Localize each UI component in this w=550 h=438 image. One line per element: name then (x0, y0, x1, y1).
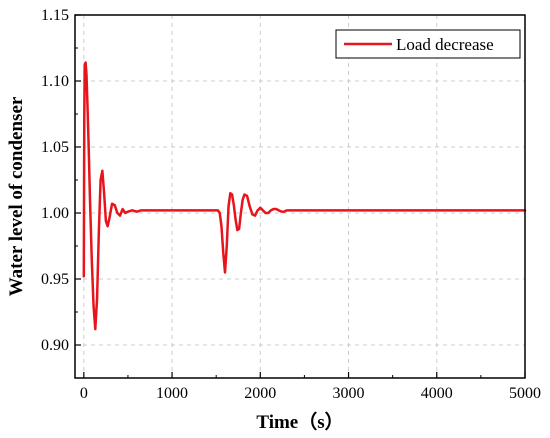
plot-frame (74, 14, 526, 379)
series-line-load-decrease (82, 61, 527, 331)
x-axis-label: Time（s） (256, 410, 343, 433)
y-tick-label: 0.90 (41, 337, 69, 354)
x-tick-label: 0 (80, 385, 88, 402)
tick-labels: 0 1000 2000 3000 4000 5000 0.90 0.95 1.00 1.05 1.1… (41, 7, 541, 402)
data-layer (82, 61, 527, 331)
y-tick-label: 1.10 (41, 73, 69, 90)
y-tick-label: 1.05 (41, 139, 69, 156)
x-tick-label: 4000 (421, 385, 453, 402)
y-tick-label: 1.15 (41, 7, 69, 24)
x-tick-label: 1000 (156, 385, 188, 402)
y-axis-label: Water level of condenser (6, 96, 27, 296)
x-tick-label: 3000 (333, 385, 365, 402)
y-tick-label: 1.00 (41, 205, 69, 222)
x-tick-label: 5000 (509, 385, 541, 402)
legend-label: Load decrease (396, 35, 494, 54)
y-tick-label: 0.95 (41, 271, 69, 288)
x-tick-label: 2000 (244, 385, 276, 402)
legend: Load decrease (335, 29, 521, 59)
grid-lines (75, 14, 526, 378)
tick-marks (75, 14, 526, 378)
